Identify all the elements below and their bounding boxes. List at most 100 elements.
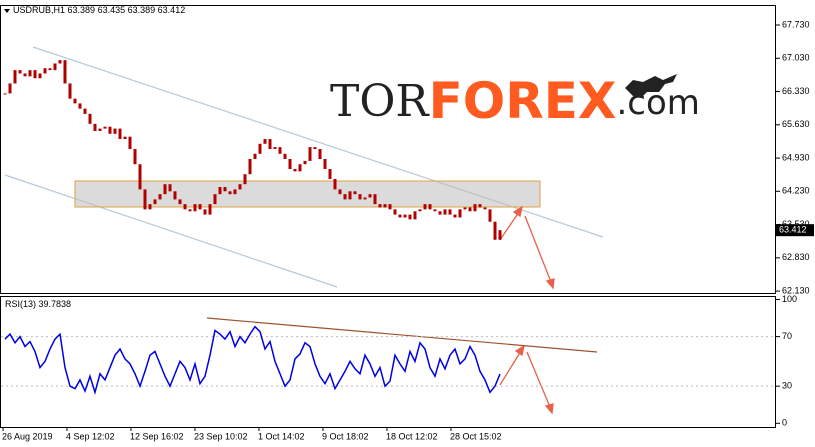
y-tick-label: 63.530 <box>782 219 810 229</box>
candle <box>98 128 102 131</box>
time-label: 23 Sep 10:02 <box>194 431 248 441</box>
time-label: 18 Oct 12:02 <box>386 431 438 441</box>
candle <box>498 230 502 240</box>
candle <box>213 194 217 205</box>
candle <box>458 209 462 218</box>
candle <box>393 209 397 215</box>
candle <box>263 139 267 144</box>
candle <box>328 168 332 179</box>
y-tick-label: 100 <box>782 294 797 304</box>
logo-bull <box>625 74 677 98</box>
candle <box>258 143 262 154</box>
y-tick-label: 62.130 <box>782 285 810 295</box>
candle <box>313 147 317 150</box>
indicator-name: RSI(13) <box>5 299 36 309</box>
y-tick-label: 65.630 <box>782 119 810 129</box>
ohlc-value: 63.435 <box>98 5 126 15</box>
ohlc-value: 63.389 <box>68 5 96 15</box>
candle <box>58 60 62 64</box>
candle <box>343 194 347 200</box>
candle <box>268 139 272 150</box>
candle <box>338 189 342 195</box>
time-label: 1 Oct 14:02 <box>258 431 305 441</box>
y-tick-label: 0 <box>782 418 787 428</box>
price-panel <box>0 5 776 294</box>
candle <box>223 187 227 192</box>
candle <box>398 214 402 218</box>
candle <box>378 204 382 208</box>
candle <box>353 191 357 195</box>
candle <box>443 209 447 215</box>
candle <box>168 184 172 192</box>
forecast-arrows <box>499 205 555 415</box>
candle <box>368 194 372 198</box>
time-label: 4 Sep 12:02 <box>66 431 115 441</box>
candle <box>463 207 467 210</box>
candle <box>358 194 362 200</box>
current-price: 63.412 <box>779 225 807 235</box>
y-tick-label: 67.030 <box>782 53 810 63</box>
y-tick-label: 30 <box>782 381 792 391</box>
candle <box>13 70 17 84</box>
candle <box>93 123 97 131</box>
rsi-panel <box>0 296 776 428</box>
candle <box>83 108 87 114</box>
candle <box>433 209 437 212</box>
candle <box>278 147 282 154</box>
candle <box>298 164 302 172</box>
candle <box>283 153 287 160</box>
candle <box>188 209 192 212</box>
candle <box>118 128 122 140</box>
symbol: USDRUB,H1 <box>13 5 65 15</box>
candle <box>103 126 107 129</box>
candle <box>483 207 487 210</box>
candle <box>348 191 352 200</box>
candle <box>488 209 492 222</box>
candle <box>153 199 157 205</box>
candle <box>133 149 137 165</box>
y-tick-label: 64.930 <box>782 152 810 162</box>
candle <box>318 149 322 160</box>
candle <box>33 70 37 79</box>
candle <box>363 197 367 200</box>
logo-part: TOR <box>330 76 430 127</box>
candle <box>68 83 72 99</box>
ohlc-value: 63.412 <box>158 5 186 15</box>
candle <box>218 187 222 195</box>
header-marker <box>4 9 10 13</box>
candle <box>423 204 427 210</box>
candle <box>78 103 82 109</box>
candle <box>408 214 412 220</box>
candle <box>228 191 232 195</box>
candle <box>43 68 47 74</box>
candle <box>193 204 197 212</box>
candle <box>158 194 162 200</box>
candle <box>23 73 27 77</box>
rsi-line <box>4 325 501 396</box>
candle <box>383 204 387 208</box>
candle <box>308 147 312 161</box>
candle <box>8 83 12 94</box>
candle <box>48 68 52 71</box>
candle <box>243 174 247 185</box>
candle <box>143 189 147 210</box>
channel-lower <box>4 174 338 288</box>
ohlc-value: 63.389 <box>128 5 156 15</box>
candle <box>113 128 117 134</box>
candle <box>448 209 452 215</box>
y-tick-label: 66.330 <box>782 86 810 96</box>
candle <box>403 214 407 218</box>
candle <box>418 209 422 212</box>
candle <box>288 159 292 169</box>
price-label-bg <box>776 224 814 237</box>
candle <box>53 63 57 71</box>
time-label: 28 Oct 15:02 <box>450 431 502 441</box>
candle <box>173 191 177 200</box>
candle <box>123 136 127 140</box>
candle <box>253 153 257 160</box>
candle <box>453 214 457 218</box>
time-label: 12 Sep 16:02 <box>130 431 184 441</box>
logo-text: TORFOREX.com <box>330 72 700 130</box>
candle <box>198 204 202 210</box>
